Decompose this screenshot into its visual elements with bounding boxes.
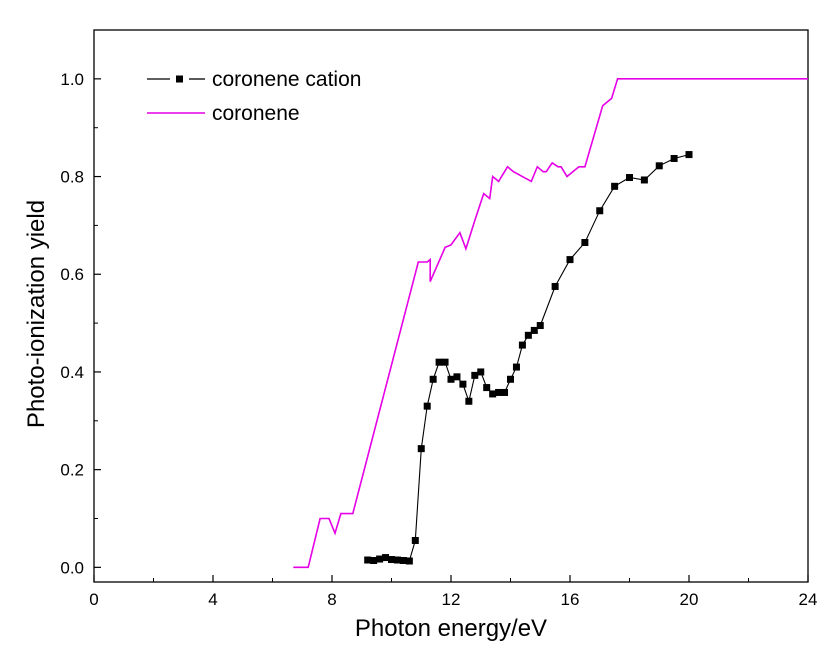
data-point-coronene-cation <box>453 373 461 381</box>
data-point-coronene-cation <box>423 402 431 410</box>
y-tick-label: 0.2 <box>60 461 84 480</box>
x-tick-label: 20 <box>680 590 699 609</box>
data-point-coronene-cation <box>507 375 514 383</box>
data-point-coronene-cation <box>501 388 509 396</box>
tick-labels: 0 4 8 12 16 20 24 0.0 0.2 0.4 0.6 0.8 1.0 <box>60 70 817 609</box>
y-tick-label: 0.4 <box>60 363 84 382</box>
data-point-coronene-cation <box>518 341 526 349</box>
data-point-coronene-cation <box>364 556 372 564</box>
x-tick-label: 24 <box>799 590 818 609</box>
x-tick-label: 16 <box>561 590 580 609</box>
x-tick-label: 12 <box>442 590 461 609</box>
data-point-coronene-cation <box>405 557 413 565</box>
data-point-coronene-cation <box>524 331 532 339</box>
data-point-coronene-cation <box>459 380 467 388</box>
data-point-coronene-cation <box>376 555 384 563</box>
data-point-coronene-cation <box>551 282 559 290</box>
data-point-coronene-cation <box>399 557 407 565</box>
data-point-coronene-cation <box>471 371 479 379</box>
data-point-coronene-cation <box>670 154 678 162</box>
data-point-coronene-cation <box>435 358 443 366</box>
data-point-coronene-cation <box>411 536 419 544</box>
data-point-coronene-cation <box>382 554 390 562</box>
data-point-coronene-cation <box>512 363 520 371</box>
data-point-coronene-cation <box>483 384 491 392</box>
data-point-coronene-cation <box>393 556 401 564</box>
y-tick-label: 1.0 <box>60 70 84 89</box>
y-axis-title: Photo-ionization yield <box>23 200 50 428</box>
x-tick-label: 4 <box>208 590 217 609</box>
data-point-coronene-cation <box>441 358 449 366</box>
legend: coronene cation coronene <box>147 68 361 125</box>
data-point-coronene-cation <box>465 397 473 405</box>
series-line-coronene-cation <box>367 154 690 562</box>
x-axis-title: Photon energy/eV <box>355 615 547 642</box>
data-point-coronene-cation <box>417 445 425 453</box>
data-point-coronene-cation <box>640 176 648 184</box>
data-point-coronene-cation <box>581 238 589 246</box>
data-point-coronene-cation <box>489 390 497 398</box>
data-point-coronene-cation <box>655 162 663 170</box>
x-tick-label: 0 <box>89 590 98 609</box>
data-point-coronene-cation <box>536 322 544 330</box>
y-tick-label: 0.8 <box>60 168 84 187</box>
legend-marker-coronene-cation <box>176 75 183 83</box>
data-point-coronene-cation <box>388 556 395 564</box>
data-point-coronene-cation <box>596 207 604 215</box>
x-tick-label: 8 <box>327 590 336 609</box>
series-layer <box>293 78 808 569</box>
legend-label-coronene-cation: coronene cation <box>212 68 361 91</box>
data-point-coronene-cation <box>530 326 538 334</box>
data-point-coronene-cation <box>447 375 455 383</box>
data-point-coronene-cation <box>685 151 693 159</box>
y-tick-label: 0.6 <box>60 265 84 284</box>
legend-label-coronene: coronene <box>212 102 300 125</box>
data-point-coronene-cation <box>566 256 574 264</box>
y-tick-label: 0.0 <box>60 558 84 577</box>
series-line-coronene <box>293 78 808 569</box>
data-point-coronene-cation <box>495 388 503 396</box>
data-point-coronene-cation <box>370 557 378 565</box>
data-point-coronene-cation <box>477 368 485 376</box>
data-point-coronene-cation <box>626 174 633 182</box>
data-point-coronene-cation <box>611 182 619 190</box>
data-point-coronene-cation <box>429 375 437 383</box>
axis-ticks <box>93 29 809 582</box>
